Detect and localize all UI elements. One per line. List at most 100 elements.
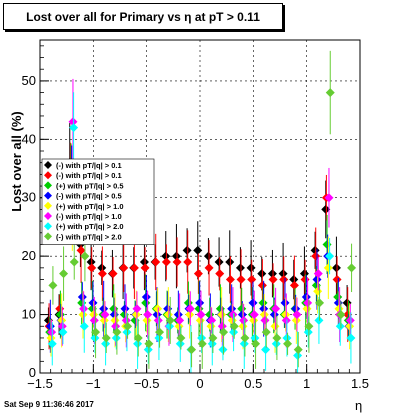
data-point [89,315,99,325]
data-point [155,327,165,337]
data-point [321,204,331,214]
data-point [282,333,292,343]
data-point [291,315,301,325]
data-point [228,310,238,320]
data-point [175,315,185,325]
data-point [207,315,217,325]
data-point [161,257,171,267]
data-point [279,275,289,285]
data-point [91,327,101,337]
data-point [278,269,288,279]
data-point [46,333,56,343]
data-point [345,315,355,325]
data-point [193,245,203,255]
legend-label: (-) with pT/|q| > 0.1 [56,171,122,180]
data-point [229,321,239,331]
data-point [218,345,228,355]
data-point [323,263,333,273]
data-point [129,263,139,273]
data-point [293,350,303,360]
legend-marker [44,212,52,220]
data-point [261,345,271,355]
data-point [99,304,109,314]
data-point [79,321,89,331]
data-point [185,310,195,320]
data-point [207,339,217,349]
data-point [172,257,182,267]
data-point [140,263,150,273]
x-tick-label: −1 [86,376,101,391]
data-point [122,327,132,337]
data-point [173,310,183,320]
data-point [112,327,122,337]
data-point [77,292,87,302]
data-point [78,310,88,320]
x-tick-label: −0.5 [134,376,160,391]
data-point [315,298,325,308]
data-point [195,298,205,308]
data-point [141,292,151,302]
legend-label: (-) with pT/|q| > 0.1 [56,161,122,170]
data-point [304,321,314,331]
data-point [76,245,86,255]
data-point [86,257,96,267]
y-tick-label: 10 [22,307,36,322]
data-point [281,315,291,325]
data-point [57,321,67,331]
data-point [217,310,227,320]
data-point [267,269,277,279]
data-point [336,310,346,320]
x-tick-label: 1 [303,376,310,391]
data-point [219,327,229,337]
data-point [289,280,299,290]
data-point [143,310,153,320]
data-point [332,275,342,285]
data-point [119,263,129,273]
data-point [312,275,322,285]
data-point [345,321,355,331]
data-point [121,315,131,325]
data-point [322,239,332,249]
data-point [217,321,227,331]
data-point [331,263,341,273]
data-point [175,339,185,349]
data-point [58,327,68,337]
legend-marker [44,191,52,200]
data-point [248,298,258,308]
data-point [88,298,98,308]
x-tick-label: 1.5 [351,376,369,391]
legend-label: (+) with pT/|q| > 1.0 [56,202,124,211]
data-point [324,193,334,203]
data-point [257,269,267,279]
data-point [215,269,225,279]
y-tick-label: 50 [22,73,36,88]
data-point [90,333,100,343]
data-point [111,321,121,331]
data-point [171,251,181,261]
data-point [99,315,109,325]
data-point [227,304,237,314]
data-point [132,304,142,314]
data-point [165,315,175,325]
data-point [133,333,143,343]
data-point [143,345,153,355]
legend-marker [44,201,52,210]
data-point [237,310,247,320]
data-point [97,269,107,279]
data-point [100,310,110,320]
legend-marker [44,232,52,241]
data-point [292,310,302,320]
x-axis-label: η [355,398,362,413]
data-point [133,339,143,349]
data-point [283,339,293,349]
data-point [123,321,133,331]
data-point [97,263,107,273]
data-point [335,321,345,331]
data-point [182,245,192,255]
data-point [161,251,171,261]
legend: (-) with pT/|q| > 0.1(-) with pT/|q| > 0… [41,158,155,245]
data-point [301,292,311,302]
data-point [47,327,57,337]
data-point [270,321,280,331]
